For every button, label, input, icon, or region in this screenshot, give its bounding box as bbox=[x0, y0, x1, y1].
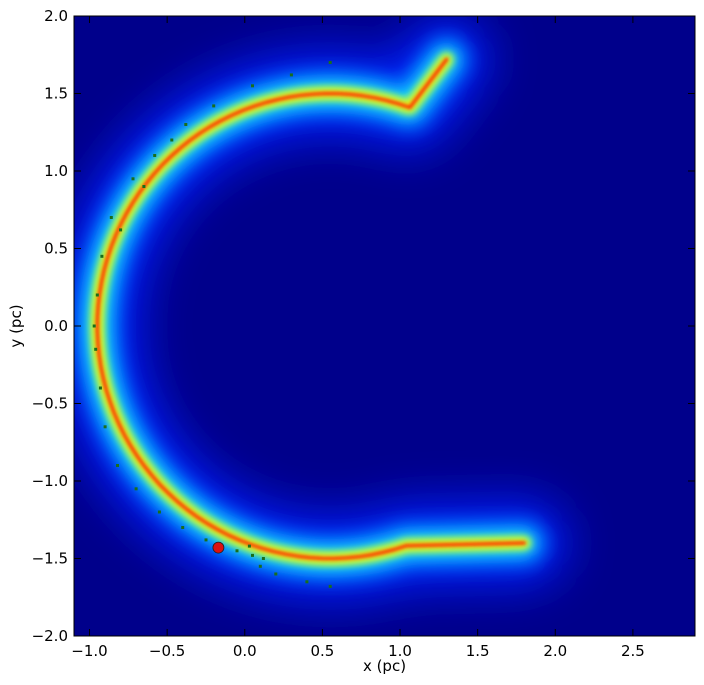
y-axis-label: y (pc) bbox=[7, 304, 25, 347]
x-tick-label: 0.0 bbox=[233, 642, 257, 660]
particle-point bbox=[305, 580, 309, 584]
particle-point bbox=[258, 564, 262, 568]
particle-point bbox=[261, 557, 265, 560]
plot-area bbox=[74, 16, 695, 636]
particle-point bbox=[204, 538, 208, 542]
particle-point bbox=[119, 228, 123, 232]
x-tick-label: 2.5 bbox=[621, 642, 645, 660]
particle-point bbox=[212, 104, 216, 108]
x-tick-label: −0.5 bbox=[149, 642, 185, 660]
particle-point bbox=[92, 324, 96, 328]
particle-point bbox=[328, 584, 332, 588]
particle-point bbox=[251, 553, 254, 557]
x-tick-label: 0.5 bbox=[310, 642, 334, 660]
arc-ridge-red bbox=[95, 57, 526, 561]
particle-points bbox=[92, 61, 332, 588]
particle-point bbox=[134, 487, 138, 491]
particle-point bbox=[103, 425, 107, 429]
particle-point bbox=[142, 185, 146, 188]
particle-point bbox=[274, 572, 278, 576]
particle-point bbox=[153, 154, 157, 157]
y-axis-ticks: −2.0 −1.5 −1.0 −0.5 0.0 0.5 1.0 1.5 2.0 bbox=[32, 7, 695, 645]
marker-point bbox=[212, 541, 225, 554]
x-tick-label: 1.0 bbox=[388, 642, 412, 660]
y-tick-label: 2.0 bbox=[44, 7, 68, 25]
particle-point bbox=[328, 61, 332, 64]
particle-point bbox=[157, 510, 161, 514]
particle-point bbox=[235, 549, 239, 553]
y-tick-label: −0.5 bbox=[32, 395, 68, 413]
y-tick-label: 0.0 bbox=[44, 317, 68, 335]
x-axis-label: x (pc) bbox=[363, 657, 406, 675]
y-tick-label: −2.0 bbox=[32, 627, 68, 645]
y-tick-label: 1.0 bbox=[44, 162, 68, 180]
particle-point bbox=[289, 73, 293, 77]
y-tick-label: −1.0 bbox=[32, 472, 68, 490]
particle-point bbox=[98, 386, 102, 390]
x-axis-ticks: −1.0 −0.5 0.0 0.5 1.0 1.5 2.0 2.5 bbox=[71, 16, 645, 660]
x-tick-label: 1.5 bbox=[466, 642, 490, 660]
particle-point bbox=[109, 216, 113, 219]
particle-point bbox=[184, 123, 188, 126]
x-tick-label: 2.0 bbox=[543, 642, 567, 660]
particle-point bbox=[251, 84, 254, 88]
particle-point bbox=[116, 464, 119, 467]
y-tick-label: 1.5 bbox=[44, 85, 68, 103]
particle-point bbox=[131, 177, 135, 181]
y-tick-label: 0.5 bbox=[44, 240, 68, 258]
x-tick-label: −1.0 bbox=[71, 642, 107, 660]
particle-point bbox=[170, 138, 174, 142]
density-arc bbox=[74, 16, 570, 604]
particle-point bbox=[94, 347, 98, 351]
particle-point bbox=[100, 254, 104, 258]
particle-point bbox=[181, 526, 185, 529]
particle-point bbox=[247, 544, 251, 548]
particle-point bbox=[95, 293, 99, 297]
y-tick-label: −1.5 bbox=[32, 550, 68, 568]
